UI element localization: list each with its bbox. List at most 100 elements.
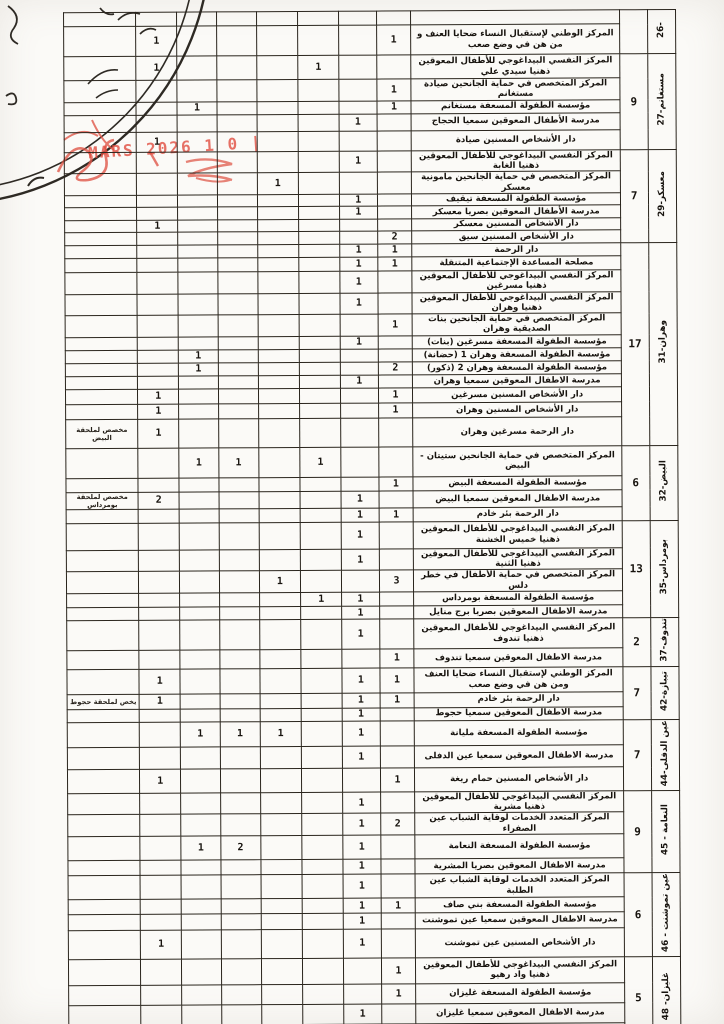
table-row: دار الرحمة مسرغين وهران 1 مخصص لملحقة البي… — [65, 416, 678, 449]
establishment-name-cell: المركز المتخصص في حماية الجانحين ستيتان … — [413, 445, 622, 477]
count-cell — [299, 418, 341, 448]
count-cell: 1 — [378, 402, 413, 418]
count-cell: 1 — [380, 767, 415, 792]
count-cell — [179, 650, 220, 669]
count-cell — [181, 899, 222, 914]
annotation-cell — [66, 607, 140, 621]
count-cell — [301, 768, 343, 793]
annotation-cell — [64, 293, 138, 316]
count-cell — [139, 747, 181, 770]
count-cell — [299, 271, 340, 293]
count-cell — [380, 928, 416, 958]
count-cell — [176, 55, 217, 81]
count-cell — [178, 315, 219, 337]
establishment-name-cell: مدرسة الاطفال المعوقين سمعيا تندوف — [414, 648, 623, 668]
count-cell — [298, 206, 340, 220]
count-cell — [377, 335, 413, 349]
wilaya-label: تيبازة-42 — [659, 670, 670, 711]
annotation-cell — [64, 207, 137, 221]
count-cell — [219, 571, 260, 593]
count-cell — [179, 619, 220, 651]
establishment-name-cell: مدرسة الاطفال المعوقين بصريا برج منايل — [413, 604, 623, 619]
count-cell — [256, 79, 299, 102]
count-cell — [259, 768, 302, 793]
count-cell — [257, 219, 299, 232]
count-cell — [341, 570, 380, 593]
annotation-cell — [68, 959, 141, 986]
establishment-name-cell: دار الأشخاص المسنين صيادة — [411, 129, 621, 151]
count-cell — [379, 707, 415, 721]
count-cell — [179, 549, 220, 572]
count-cell — [260, 792, 302, 815]
establishment-name-cell: مدرسة الاطفال المعوقين سمعيا البيض — [413, 489, 623, 508]
table-row: معسكر-29 7 المركز النفسي البيداغوجي للأطفا… — [64, 149, 677, 243]
establishment-name-cell: مدرسة الاطفال المعوقين سمعيا غليزان — [415, 1002, 625, 1024]
annotation-cell: يخص لملحقة حجوط — [67, 693, 140, 710]
wilaya-total-cell: 6 — [624, 872, 652, 957]
annotation-cell — [65, 363, 138, 377]
count-cell — [340, 314, 378, 337]
count-cell — [177, 271, 218, 294]
count-cell — [377, 205, 412, 219]
count-cell — [220, 874, 261, 900]
count-cell: 1 — [378, 476, 414, 491]
annotation-cell — [65, 315, 138, 338]
annotation-cell — [64, 131, 137, 153]
count-cell — [299, 388, 341, 404]
wilaya-total-cell — [619, 9, 648, 54]
count-cell — [179, 477, 219, 492]
count-cell — [301, 720, 343, 747]
count-cell — [261, 984, 303, 1005]
count-cell: 1 — [339, 150, 378, 173]
wilaya-cell: عين تموشنت - 46 — [651, 872, 681, 957]
establishment-name-cell — [410, 9, 620, 25]
count-cell — [298, 172, 340, 195]
count-cell — [256, 55, 299, 80]
annotation-cell — [68, 899, 141, 915]
establishment-name-cell: دار الأشخاص المسنين سيق — [411, 229, 621, 244]
count-cell — [379, 618, 415, 650]
wilaya-total-cell: 9 — [623, 790, 652, 873]
count-cell — [299, 362, 341, 376]
annotation-cell — [64, 220, 138, 233]
establishment-name-cell: المركز النفسي البيداغوجي للأطفال المعوقي… — [415, 956, 625, 984]
count-cell — [256, 131, 299, 152]
annotation-cell — [67, 860, 141, 876]
count-cell — [258, 477, 301, 492]
annotation-cell — [66, 550, 139, 573]
count-cell — [221, 913, 261, 930]
count-cell — [181, 1004, 222, 1024]
count-cell: 1 — [341, 606, 380, 620]
count-cell — [140, 814, 181, 837]
wilaya-label: عين الدفلى-44 — [659, 719, 671, 786]
count-cell: 2 — [138, 491, 180, 510]
count-cell — [340, 476, 379, 492]
table-row: غليزان- 48 5 المركز النفسي البيداغوجي للأط… — [68, 956, 681, 1024]
count-cell — [136, 173, 178, 196]
establishment-name-cell: مؤسسة الطفولة المسعفة النعامة — [415, 833, 624, 859]
count-cell — [259, 668, 302, 694]
count-cell — [298, 130, 340, 152]
count-cell — [138, 447, 180, 479]
count-cell — [258, 403, 300, 419]
count-cell — [378, 417, 414, 447]
annotation-cell — [64, 173, 137, 196]
count-cell — [298, 113, 340, 132]
count-cell: 1 — [340, 374, 379, 389]
count-cell — [340, 402, 379, 419]
establishment-name-cell: المركز النفسي البيداغوجي للأطفال المعوقي… — [413, 520, 623, 549]
count-cell — [177, 206, 218, 220]
count-cell — [135, 12, 177, 27]
count-cell — [258, 522, 301, 550]
count-cell — [178, 388, 219, 404]
establishment-name-cell: المركز الوطني لإستقبال النساء ضحايا العن… — [414, 666, 624, 693]
count-cell — [341, 649, 380, 668]
count-cell — [257, 231, 299, 245]
count-cell — [179, 571, 220, 594]
count-cell — [220, 768, 261, 793]
count-cell — [300, 570, 342, 593]
annotation-cell — [66, 620, 140, 652]
establishment-name-cell: مصلحة المساعدة الإجتماعية المتنقلة — [412, 255, 621, 271]
count-cell: 1 — [258, 570, 301, 593]
count-cell — [301, 791, 343, 814]
